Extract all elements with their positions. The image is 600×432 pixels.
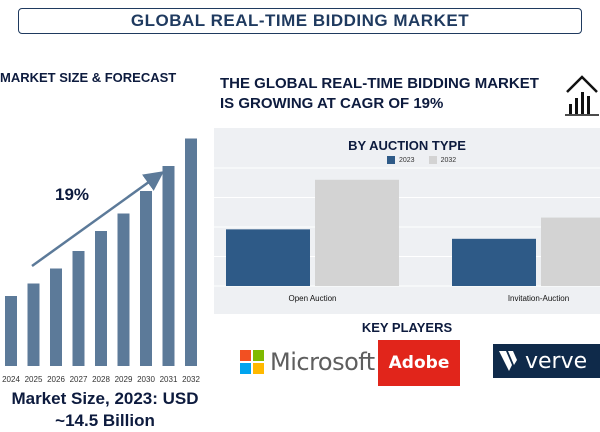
forecast-tick-label: 2029 [115,375,133,384]
forecast-tick-label: 2027 [70,375,88,384]
headline-line-1: THE GLOBAL REAL-TIME BIDDING MARKET [220,75,539,92]
legend-swatch-2023 [387,156,395,164]
forecast-bar [95,231,107,366]
legend-item-2023: 2023 [387,156,415,164]
forecast-tick-label: 2032 [182,375,200,384]
market-size-line-1: Market Size, 2023: USD [11,389,199,408]
cagr-label: 19% [55,185,89,204]
auction-legend: 2023 2032 [387,156,456,164]
forecast-bar [117,213,130,366]
forecast-tick-label: 2028 [92,375,110,384]
page-title: GLOBAL REAL-TIME BIDDING MARKET [130,11,470,30]
market-forecast-panel: MARKET SIZE & FORECAST 2024 2025 2026 2027 2… [0,58,210,430]
forecast-bar [5,296,17,366]
forecast-bar [72,251,85,366]
verve-logo-text: verve [525,348,588,374]
legend-swatch-2032 [428,156,437,164]
title-bar: GLOBAL REAL-TIME BIDDING MARKET [18,8,582,34]
auction-category-label: Invitation-Auction [508,294,569,303]
microsoft-logo-text: Microsoft [270,348,375,376]
forecast-tick-label: 2025 [25,375,43,384]
forecast-bar [27,283,40,366]
forecast-heading: MARKET SIZE & FORECAST [0,70,177,85]
auction-category-label: Open Auction [288,294,336,303]
key-players-title: KEY PLAYERS [361,320,453,335]
forecast-bar [140,191,152,366]
forecast-tick-label: 2026 [47,375,65,384]
legend-item-2032: 2032 [428,156,457,164]
market-size-line-2: ~14.5 Billion [55,411,155,430]
market-size-text: Market Size, 2023: USD ~14.5 Billion [0,388,210,432]
adobe-logo: Adobe [378,340,460,386]
house-chart-icon [565,75,599,116]
auction-bar [226,229,310,286]
microsoft-logo: Microsoft [240,348,375,376]
forecast-tick-label: 2031 [160,375,178,384]
auction-bar [315,179,399,286]
auction-type-panel: Open Auction Invitation-Auction BY AUCTIO… [214,128,600,314]
forecast-bar [50,268,62,366]
adobe-logo-text: Adobe [388,353,450,373]
verve-logo: verve [493,344,600,378]
headline-line-2: IS GROWING AT CAGR OF 19% [220,95,444,112]
forecast-tick-label: 2030 [137,375,155,384]
forecast-bar [162,166,175,366]
auction-chart: Open Auction Invitation-Auction [214,167,600,303]
forecast-tick-label: 2024 [2,375,20,384]
microsoft-logo-icon [240,350,264,374]
auction-chart-title: BY AUCTION TYPE [348,138,466,153]
forecast-bar [185,138,197,366]
trend-arrow-icon [31,171,165,268]
legend-label-2032: 2032 [440,156,457,164]
auction-bar [541,217,600,286]
legend-label-2023: 2023 [399,156,415,164]
forecast-chart: 2024 2025 2026 2027 2028 2029 2030 2031 2032 19% [2,138,200,384]
auction-bar [452,238,536,286]
verve-v-icon [499,351,517,371]
growth-headline: THE GLOBAL REAL-TIME BIDDING MARKET IS G… [220,74,560,114]
